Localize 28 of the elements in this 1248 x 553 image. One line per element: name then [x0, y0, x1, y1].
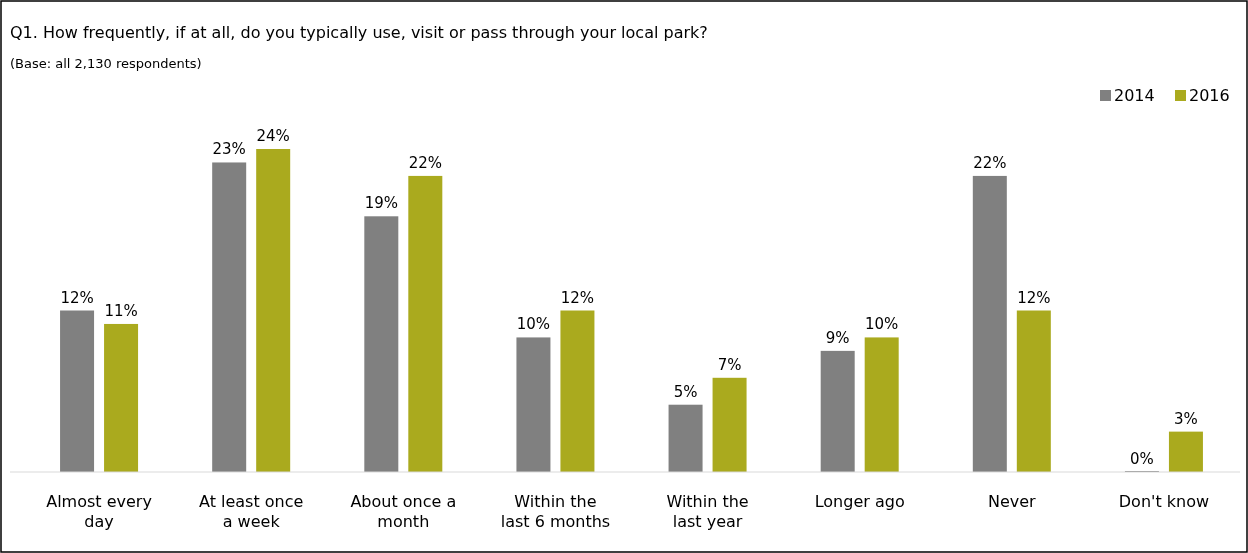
data-label: 22%	[408, 153, 442, 172]
data-label: 22%	[973, 153, 1007, 172]
data-label: 9%	[825, 328, 850, 347]
data-label: 11%	[104, 301, 138, 320]
chart-title: Q1. How frequently, if at all, do you typically use, visit or pass through your local park?	[10, 23, 708, 42]
data-label: 19%	[364, 194, 398, 213]
chart-subtitle: (Base: all 2,130 respondents)	[10, 56, 202, 71]
data-label: 12%	[560, 288, 595, 307]
data-label: 0%	[1130, 450, 1154, 468]
data-label: 12%	[60, 288, 94, 307]
x-tick-label: Almost every day	[46, 492, 152, 531]
data-label: 7%	[717, 355, 742, 374]
data-label: 23%	[212, 140, 246, 159]
x-tick-label: Never	[987, 492, 1037, 511]
data-label: 5%	[673, 382, 698, 401]
x-tick-label: Within the last year	[666, 492, 749, 531]
x-tick-label: Within the last 6 months	[500, 492, 611, 531]
data-label: 10%	[865, 315, 899, 334]
x-tick-label: Longer ago	[814, 492, 905, 511]
data-label: 10%	[516, 315, 551, 334]
x-tick-label: At least once a week	[198, 492, 304, 531]
data-label: 12%	[1017, 288, 1051, 307]
data-label: 24%	[256, 127, 290, 145]
x-tick-label: Don't know	[1118, 492, 1210, 511]
data-label: 3%	[1174, 409, 1198, 428]
x-tick-label: About once a month	[350, 492, 457, 531]
legend-label: 2014	[1114, 86, 1155, 105]
legend-label: 2016	[1189, 86, 1230, 105]
